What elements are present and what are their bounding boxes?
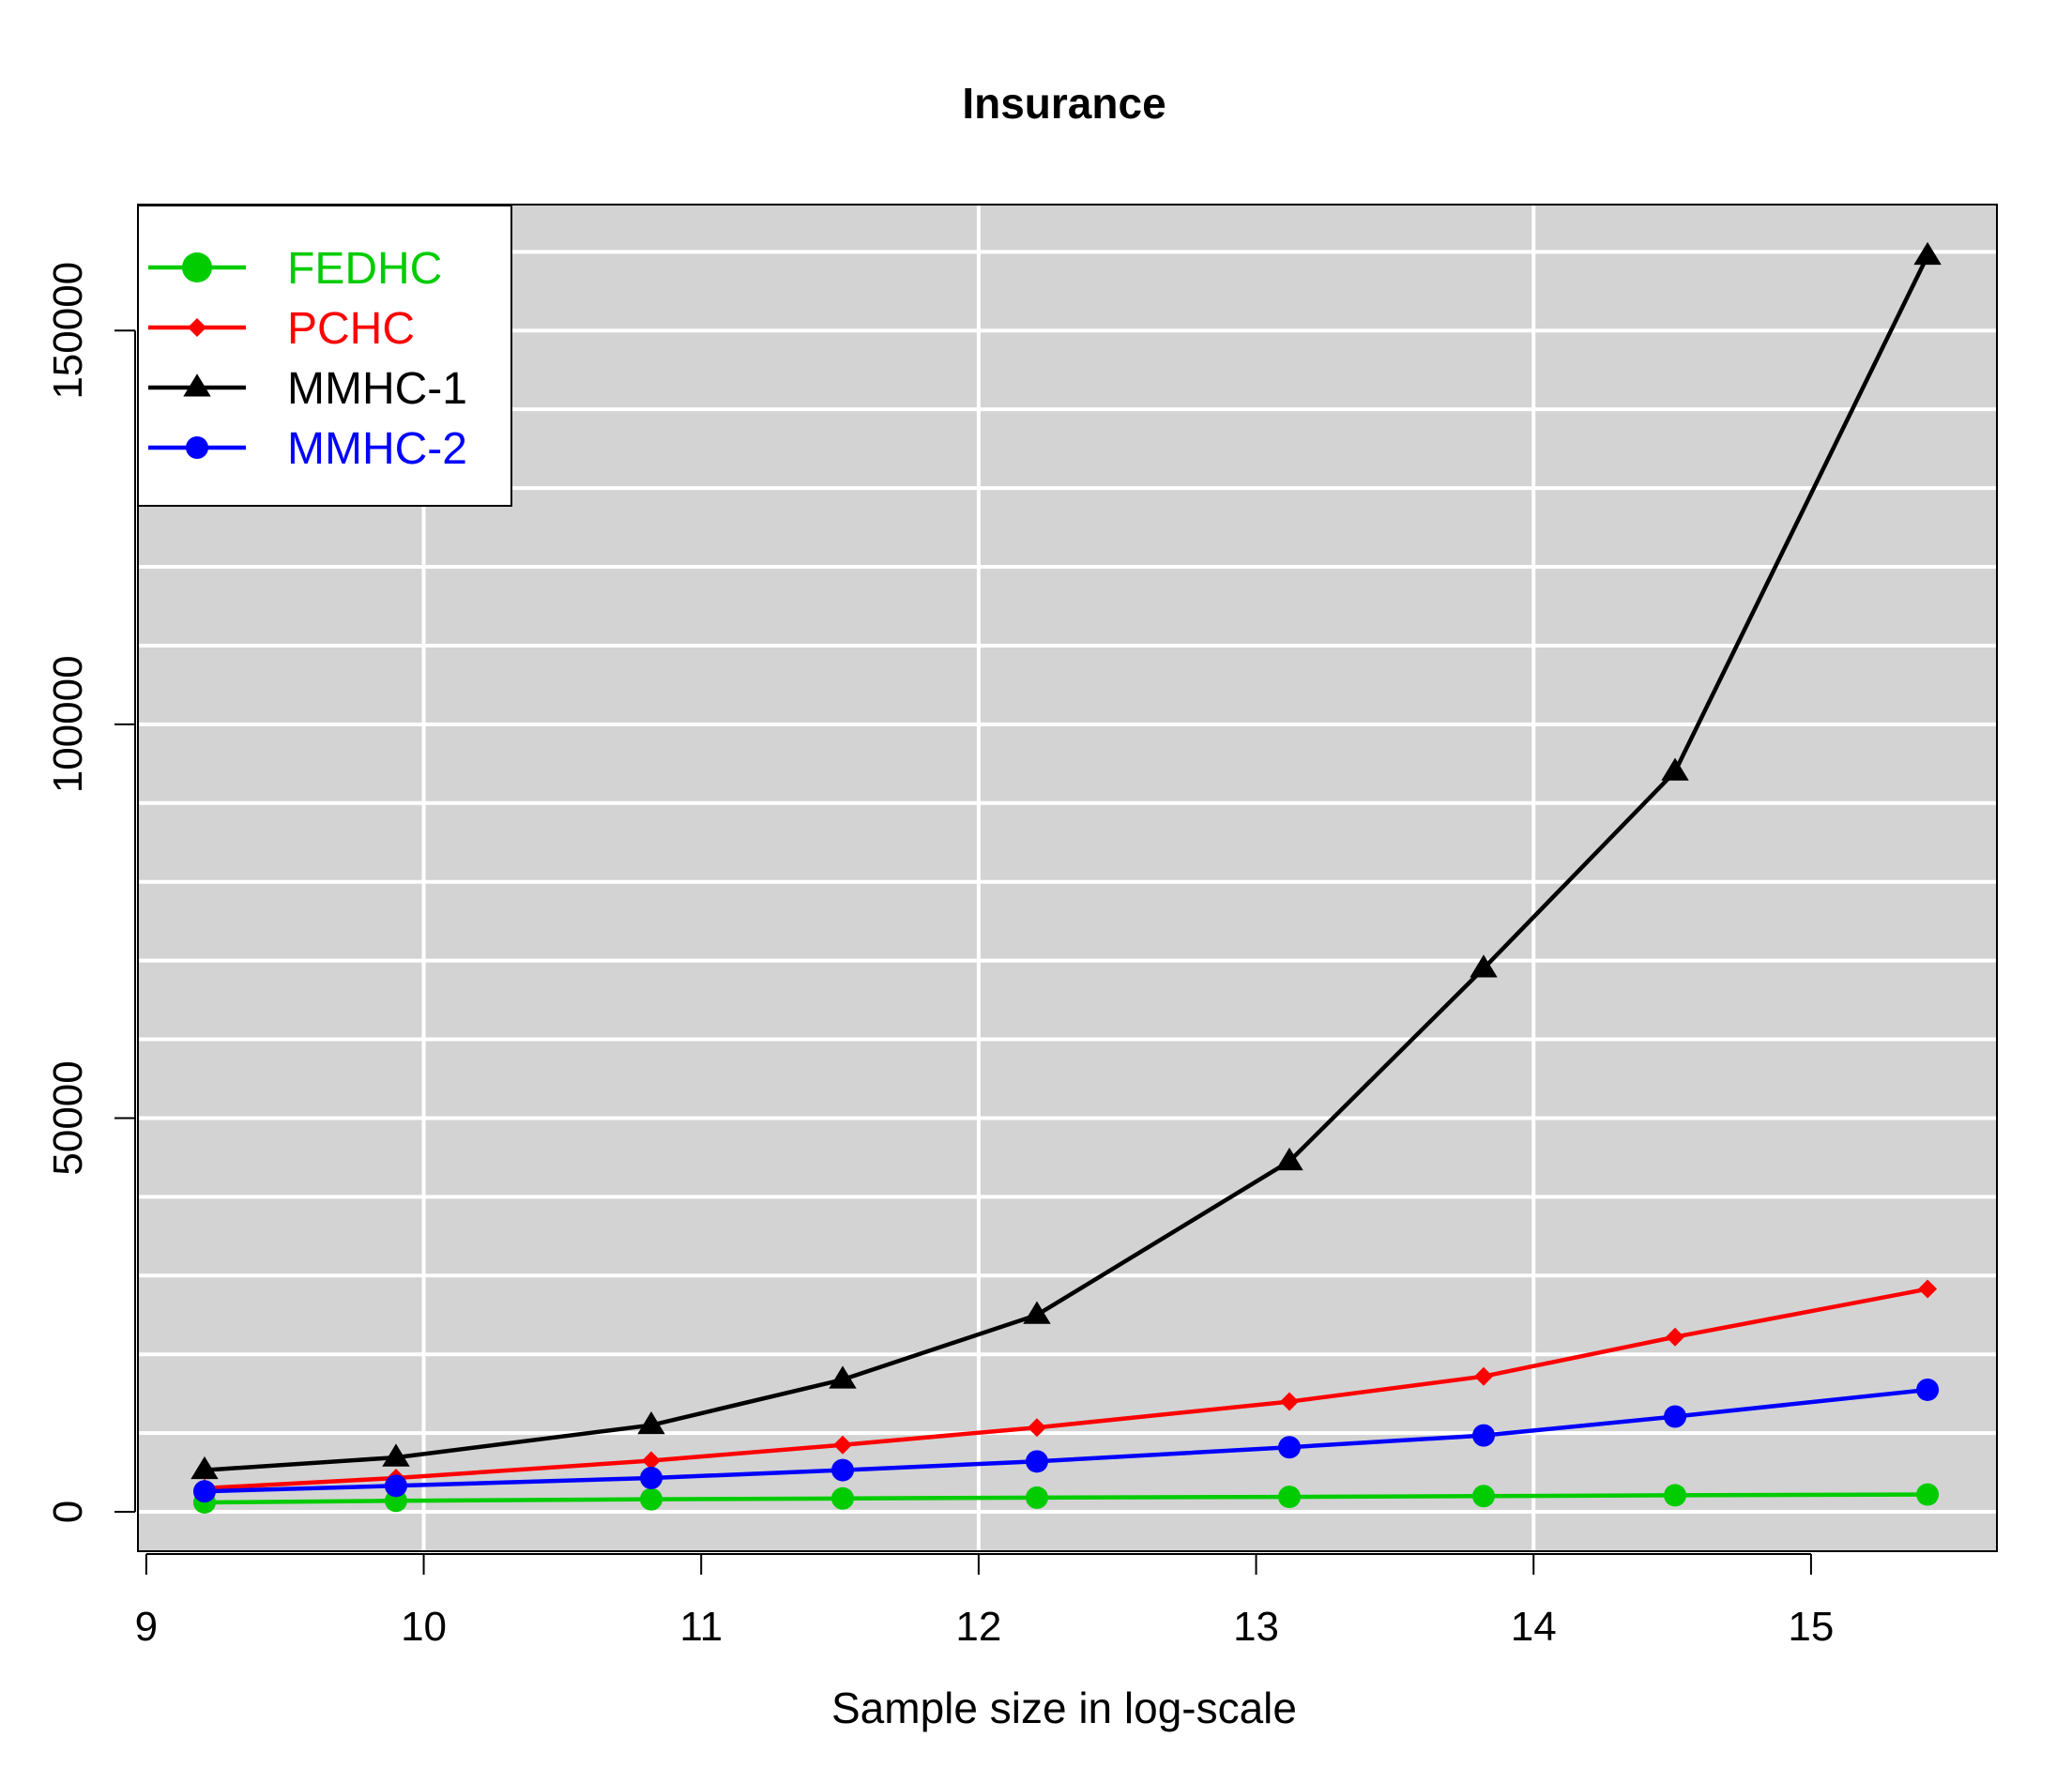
point-fedhc <box>1472 1485 1496 1508</box>
legend-item-fedhc: FEDHC <box>148 244 442 294</box>
point-mmhc-2 <box>639 1466 663 1489</box>
gridlines <box>138 205 1997 1551</box>
x-tick-label: 9 <box>135 1604 158 1650</box>
point-fedhc <box>1664 1484 1687 1507</box>
point-mmhc-2 <box>831 1458 855 1482</box>
point-mmhc-1 <box>1470 954 1498 978</box>
point-pchc <box>833 1435 853 1455</box>
point-mmhc-1 <box>637 1411 665 1435</box>
point-fedhc <box>831 1486 855 1510</box>
y-tick-label: 50000 <box>45 1060 91 1175</box>
point-mmhc-2 <box>1472 1424 1496 1447</box>
legend-label-pchc: PCHC <box>287 304 415 354</box>
x-tick-label: 12 <box>955 1604 1001 1650</box>
point-mmhc-2 <box>192 1480 216 1503</box>
x-tick-label: 15 <box>1788 1604 1834 1650</box>
legend-marker-mmhc-2 <box>186 436 208 459</box>
x-tick-label: 10 <box>401 1604 447 1650</box>
point-mmhc-2 <box>1664 1405 1687 1428</box>
point-mmhc-1 <box>190 1455 219 1480</box>
point-pchc <box>1474 1366 1494 1386</box>
x-axis-title: Sample size in log-scale <box>831 1684 1297 1732</box>
legend-marker-pchc <box>188 318 206 337</box>
legend: FEDHC PCHC MMHC-1 MMHC-2 <box>137 205 512 507</box>
point-fedhc <box>1025 1486 1048 1509</box>
series-mmhc-2 <box>192 1378 1940 1503</box>
legend-item-mmhc-2: MMHC-2 <box>148 424 467 474</box>
plot-border <box>137 204 1998 1552</box>
axes: 9 10 11 12 13 14 15 0 50000 100000 150000 <box>45 262 1834 1650</box>
point-fedhc <box>1278 1486 1302 1509</box>
point-fedhc <box>639 1487 663 1511</box>
x-tick-label: 14 <box>1511 1604 1557 1650</box>
y-tick-label: 150000 <box>45 262 91 400</box>
point-mmhc-1 <box>1275 1147 1303 1171</box>
chart-title: Insurance <box>962 79 1166 128</box>
point-mmhc-2 <box>1278 1436 1302 1459</box>
point-pchc <box>1918 1279 1938 1299</box>
legend-item-mmhc-1: MMHC-1 <box>148 364 467 414</box>
y-tick-label: 0 <box>45 1501 91 1523</box>
legend-item-pchc: PCHC <box>148 304 415 354</box>
x-tick-label: 11 <box>679 1604 723 1650</box>
x-tick-label: 13 <box>1233 1604 1279 1650</box>
point-mmhc-1 <box>1661 757 1689 781</box>
point-pchc <box>1280 1392 1300 1411</box>
legend-marker-mmhc-1 <box>183 373 211 397</box>
point-pchc <box>1027 1418 1046 1438</box>
series-mmhc-1 <box>190 241 1942 1480</box>
point-pchc <box>1666 1327 1685 1347</box>
point-pchc <box>641 1451 661 1471</box>
legend-marker-fedhc <box>182 252 212 282</box>
point-mmhc-1 <box>1913 241 1942 266</box>
legend-label-mmhc-2: MMHC-2 <box>287 424 467 474</box>
point-mmhc-1 <box>1023 1301 1051 1324</box>
y-tick-label: 100000 <box>45 655 91 793</box>
point-mmhc-2 <box>1025 1450 1048 1473</box>
point-fedhc <box>1916 1483 1940 1506</box>
point-mmhc-1 <box>829 1365 857 1389</box>
point-mmhc-2 <box>1916 1378 1940 1401</box>
legend-label-fedhc: FEDHC <box>287 244 442 294</box>
series-layer <box>190 241 1942 1514</box>
point-mmhc-1 <box>382 1443 410 1467</box>
legend-label-mmhc-1: MMHC-1 <box>287 364 467 414</box>
point-mmhc-2 <box>384 1474 407 1498</box>
